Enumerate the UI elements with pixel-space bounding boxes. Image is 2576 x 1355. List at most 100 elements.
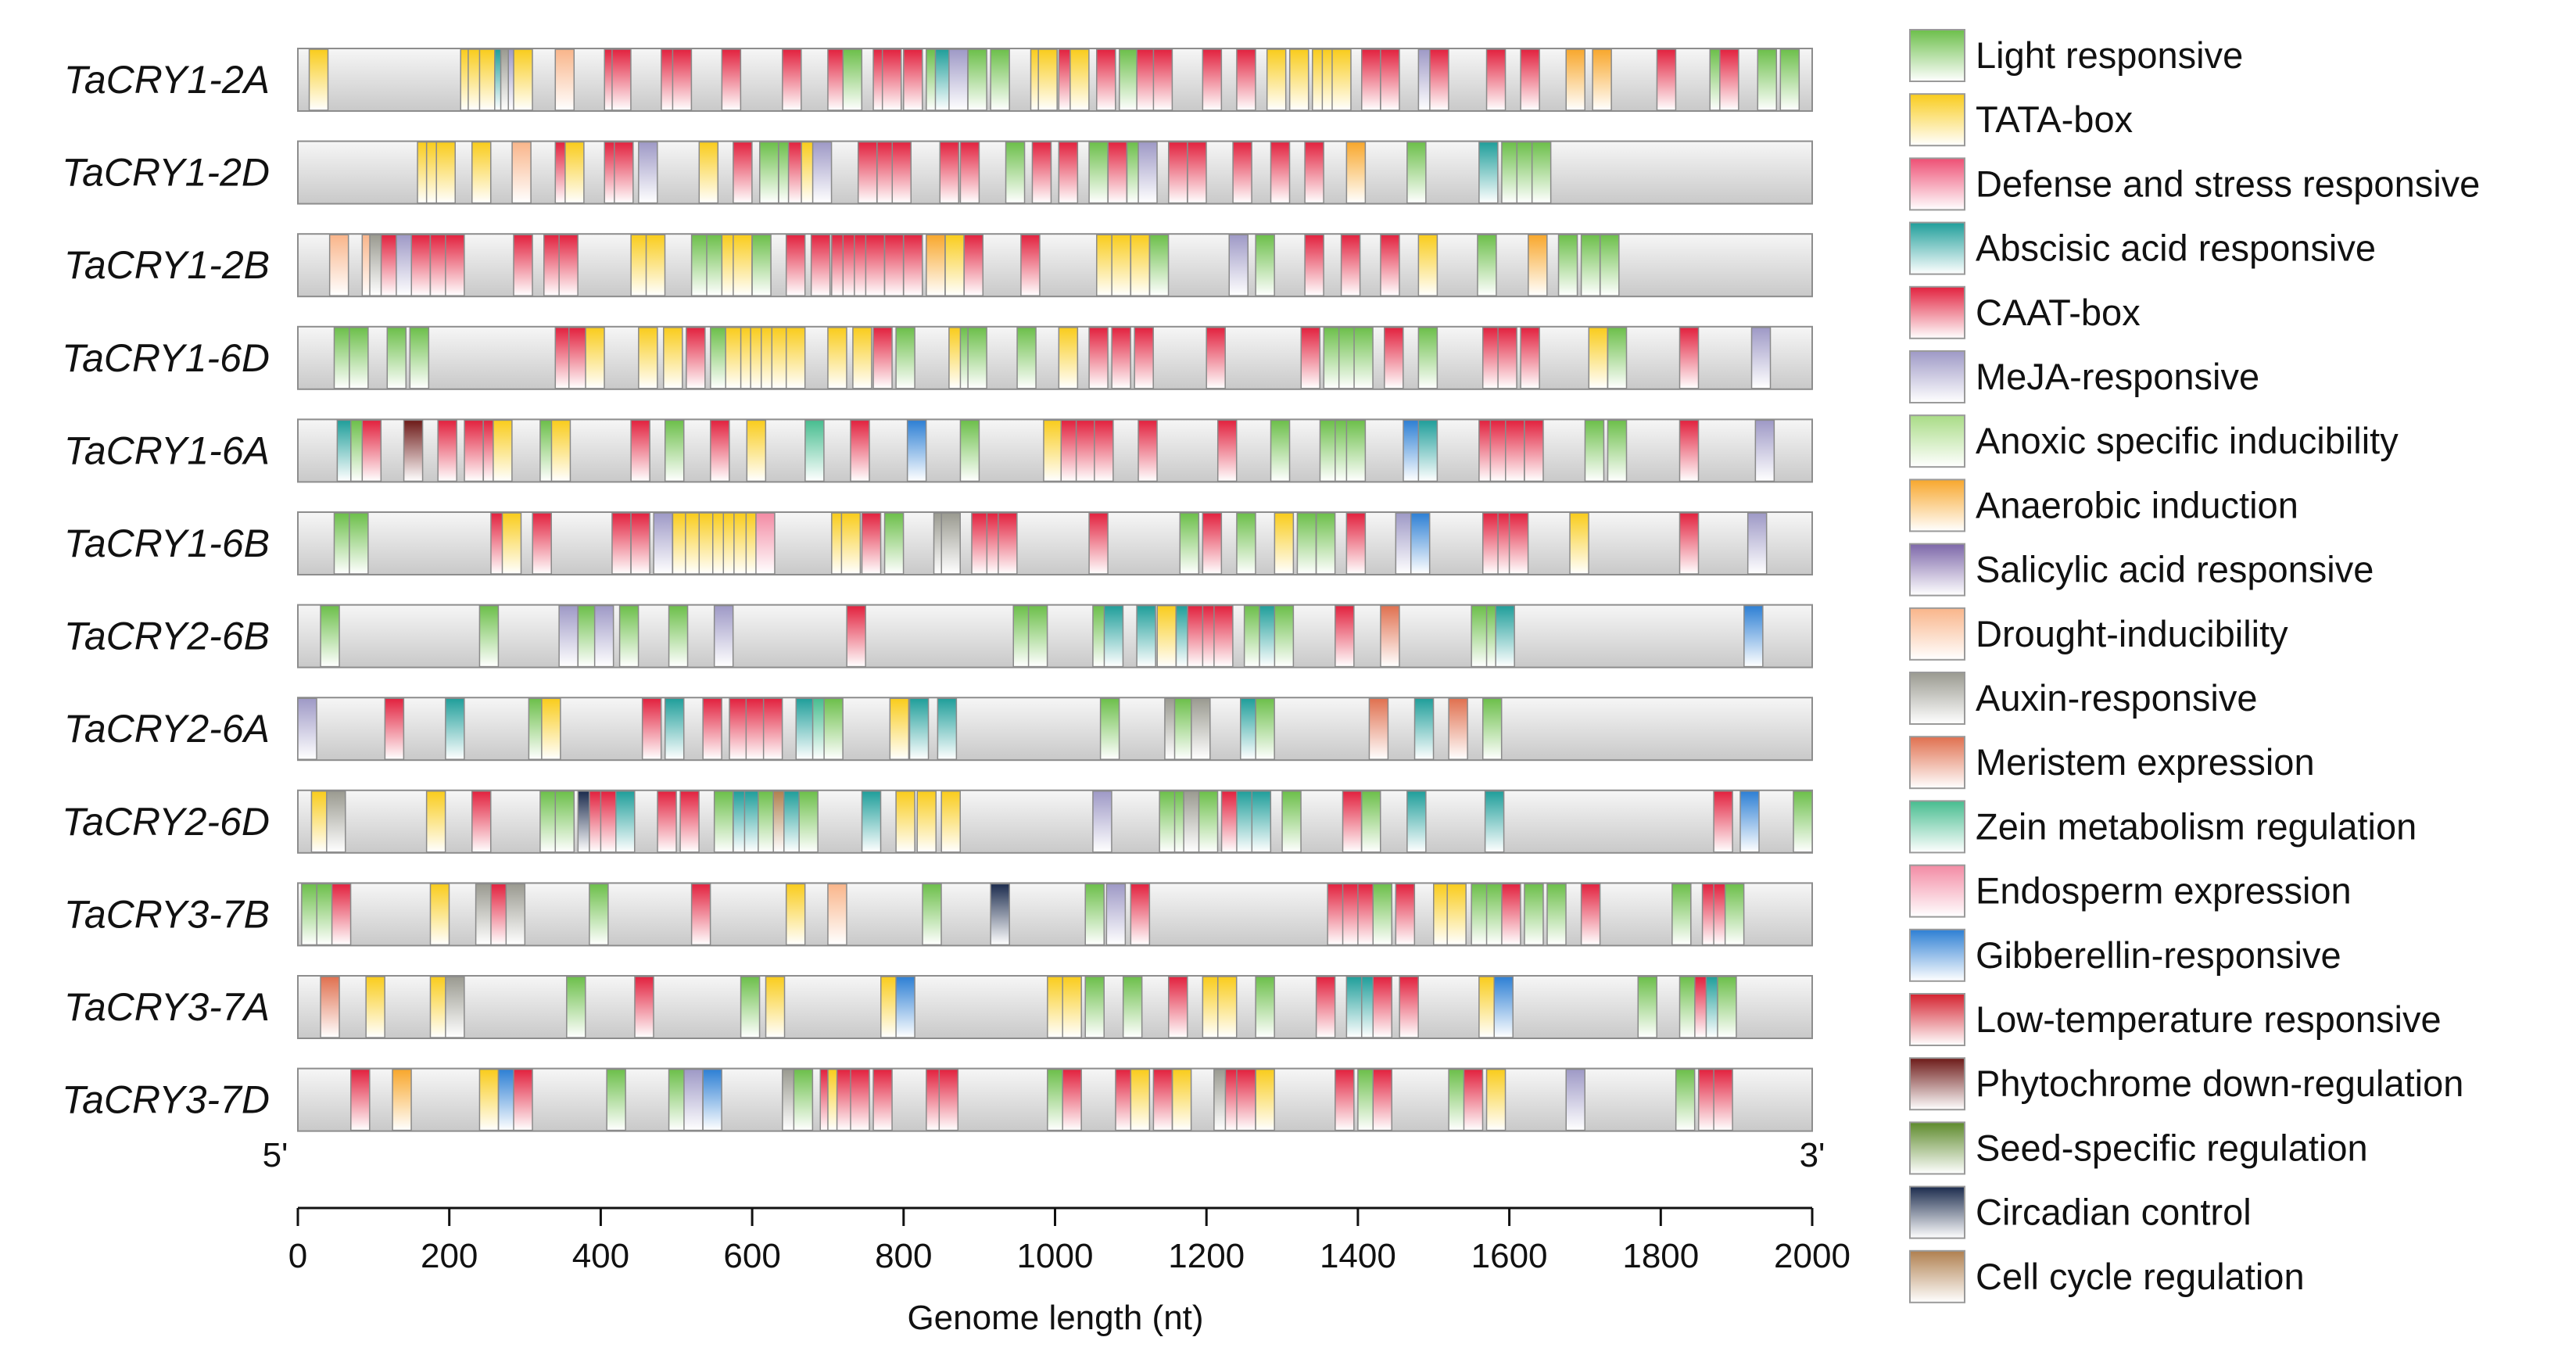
- gene-label: TaCRY1-2D: [62, 151, 270, 195]
- cis-element-light: [1557, 234, 1578, 296]
- cis-element-aba: [1413, 697, 1435, 760]
- cis-element-caat: [1111, 327, 1131, 389]
- cis-element-caat: [883, 234, 905, 296]
- cis-element-light: [1353, 327, 1374, 389]
- cis-element-light: [1793, 790, 1813, 853]
- cis-element-caat: [1501, 883, 1521, 946]
- cis-element-gibberellin: [1739, 790, 1760, 853]
- cis-element-caat: [558, 234, 579, 296]
- cis-element-light: [1607, 419, 1628, 482]
- cis-element-light: [349, 512, 369, 575]
- cis-element-tata: [638, 327, 658, 389]
- legend-label: MeJA-responsive: [1976, 356, 2259, 397]
- cis-element-caat: [1270, 141, 1291, 204]
- cis-element-caat: [1232, 141, 1252, 204]
- cis-element-caat: [1187, 141, 1207, 204]
- cis-element-drought: [554, 48, 575, 111]
- cis-element-anaerobic: [926, 234, 946, 296]
- cis-element-caat: [850, 1068, 870, 1131]
- legend-swatch: [1909, 864, 1965, 918]
- cis-element-zein: [804, 419, 825, 482]
- cis-element-light: [1119, 48, 1139, 111]
- cis-element-caat: [1713, 1068, 1733, 1131]
- cis-element-caat: [1524, 419, 1544, 482]
- cis-element-tata: [1037, 48, 1058, 111]
- cis-element-tata: [840, 512, 862, 575]
- cis-element-light: [1524, 883, 1544, 946]
- cis-element-light: [959, 419, 980, 482]
- cis-element-gibberellin: [895, 976, 915, 1038]
- gene-label: TaCRY1-6A: [64, 428, 270, 472]
- cis-element-caat: [1075, 419, 1096, 482]
- cis-element-light: [1173, 697, 1195, 760]
- cis-element-light: [990, 48, 1010, 111]
- cis-element-caat: [850, 419, 870, 482]
- cis-element-endosperm: [755, 512, 776, 575]
- cis-element-caat: [1168, 141, 1188, 204]
- legend-item-lowtemp: Low-temperature responsive: [1909, 993, 2442, 1046]
- cis-element-caat: [1372, 976, 1393, 1038]
- cis-element-caat: [611, 48, 632, 111]
- cis-element-caat: [634, 976, 654, 1038]
- legend-item-drought: Drought-inducibility: [1909, 607, 2288, 661]
- three-prime-label: 3': [1800, 1136, 1825, 1174]
- cis-element-caat: [641, 697, 662, 760]
- cis-element-aba: [1251, 790, 1272, 853]
- cis-element-caat: [1719, 48, 1739, 111]
- legend-label: Anoxic specific inducibility: [1976, 420, 2399, 461]
- cis-element-caat: [1380, 48, 1400, 111]
- cis-element-meja: [297, 697, 317, 760]
- cis-element-caat: [1679, 327, 1700, 389]
- cis-element-aba: [1417, 419, 1438, 482]
- cis-element-tata: [746, 419, 767, 482]
- cis-element-caat: [1463, 1068, 1484, 1131]
- cis-element-caat: [1342, 790, 1363, 853]
- legend-label: Cell cycle regulation: [1976, 1256, 2305, 1297]
- cis-element-tata: [645, 234, 666, 296]
- cis-element-caat: [1152, 1068, 1173, 1131]
- cis-element-tata: [1069, 48, 1090, 111]
- cis-element-circadian: [990, 883, 1010, 946]
- cis-element-caat: [532, 512, 552, 575]
- cis-element-light: [1580, 234, 1601, 296]
- cis-element-light: [740, 976, 761, 1038]
- cis-element-caat: [568, 327, 589, 389]
- cis-element-light: [1099, 697, 1120, 760]
- cis-element-caat: [1094, 419, 1114, 482]
- cis-element-tata: [478, 1068, 500, 1131]
- legend-item-light: Light responsive: [1909, 29, 2243, 82]
- cis-element-tata: [365, 976, 385, 1038]
- legend-label: CAAT-box: [1976, 292, 2141, 333]
- cis-element-caat: [1399, 976, 1419, 1038]
- legend-swatch: [1909, 672, 1965, 725]
- cis-element-light: [713, 790, 734, 853]
- legend-item-tata: TATA-box: [1909, 93, 2133, 147]
- cis-element-tata: [493, 419, 513, 482]
- gene-row: TaCRY3-7B: [64, 882, 1813, 947]
- cis-element-light: [618, 604, 640, 668]
- legend-label: Phytochrome down-regulation: [1976, 1063, 2463, 1104]
- cis-element-caat: [1372, 1068, 1393, 1131]
- cis-element-light: [883, 512, 905, 575]
- gene-label: TaCRY2-6B: [64, 615, 270, 658]
- legend-label: Drought-inducibility: [1976, 613, 2288, 654]
- cis-element-caat: [1520, 48, 1540, 111]
- cis-element-light: [842, 48, 863, 111]
- cis-element-tata: [733, 234, 753, 296]
- cis-element-caat: [1335, 604, 1355, 668]
- cis-element-aba: [1484, 790, 1505, 853]
- cis-element-light: [1531, 141, 1552, 204]
- cis-element-caat: [733, 141, 753, 204]
- cis-element-light: [967, 327, 987, 389]
- cis-element-aba: [615, 790, 636, 853]
- cis-element-tata: [1446, 883, 1467, 946]
- cis-element-light: [1637, 976, 1657, 1038]
- cis-element-tata: [895, 790, 915, 853]
- cis-element-tata: [1417, 234, 1438, 296]
- gene-label: TaCRY3-7B: [64, 892, 270, 936]
- x-tick-label: 1200: [1168, 1237, 1245, 1275]
- cis-element-light: [967, 48, 987, 111]
- cis-element-caat: [630, 512, 650, 575]
- cis-element-auxin: [1191, 697, 1211, 760]
- cis-element-caat: [1136, 48, 1156, 111]
